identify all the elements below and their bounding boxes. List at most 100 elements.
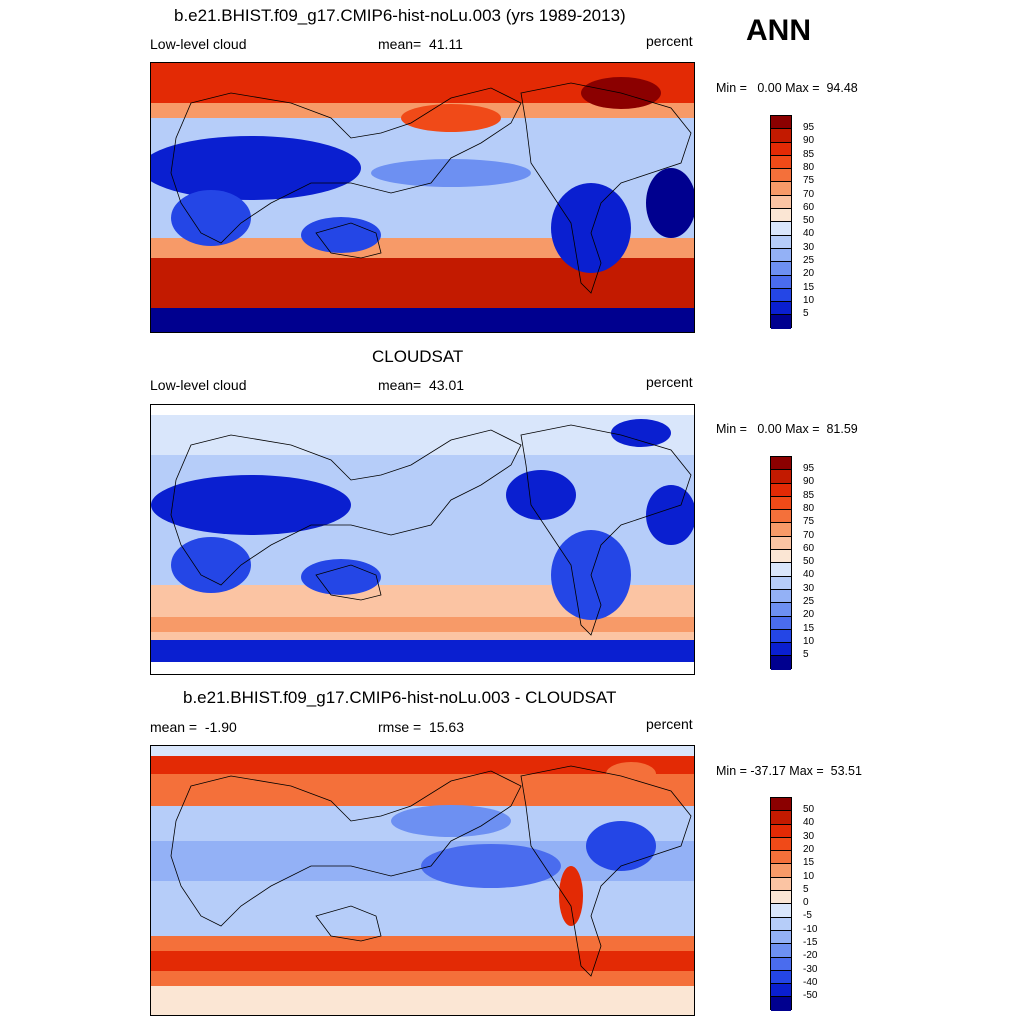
colorbar-tick: 5 xyxy=(803,883,809,895)
colorbar-cell xyxy=(771,510,791,524)
colorbar-tick: 5 xyxy=(803,308,809,320)
colorbar-tick: 5 xyxy=(803,649,809,661)
colorbar-cell xyxy=(771,129,791,143)
colorbar-cell xyxy=(771,643,791,657)
colorbar-cell xyxy=(771,470,791,484)
colorbar-cell xyxy=(771,798,791,812)
panel-mean-label: mean= 41.11 xyxy=(378,36,463,52)
colorbar-tick: -20 xyxy=(803,950,818,962)
colorbar-tick: 95 xyxy=(803,463,815,474)
colorbar-cell xyxy=(771,824,791,838)
colorbar-tick: 95 xyxy=(803,122,815,133)
colorbar-cell xyxy=(771,457,791,471)
panel-title: b.e21.BHIST.f09_g17.CMIP6-hist-noLu.003 … xyxy=(174,6,626,25)
colorbar-tick: 0 xyxy=(803,897,809,909)
colorbar-tick: 10 xyxy=(803,294,815,306)
colorbar-cell xyxy=(771,169,791,183)
colorbar-cell xyxy=(771,811,791,825)
colorbar-tick: -5 xyxy=(803,910,812,922)
colorbar-observation xyxy=(770,456,792,670)
colorbar-tick: -30 xyxy=(803,963,818,975)
panel-mean-label: mean = -1.90 xyxy=(150,719,237,735)
colorbar-tick: 60 xyxy=(803,201,815,213)
colorbar-tick: 15 xyxy=(803,857,815,869)
colorbar-tick: 15 xyxy=(803,281,815,293)
colorbar-cell xyxy=(771,248,791,263)
colorbar-cell xyxy=(771,116,791,130)
panel-title: CLOUDSAT xyxy=(372,347,464,366)
colorbar-cell xyxy=(771,302,791,316)
colorbar-tick: 20 xyxy=(803,268,815,280)
colorbar-tick: 40 xyxy=(803,228,815,240)
colorbar-cell xyxy=(771,891,791,905)
colorbar-tick: 20 xyxy=(803,609,815,621)
panel-units-label: percent xyxy=(646,374,693,390)
colorbar-difference xyxy=(770,797,792,1011)
colorbar-tick: 50 xyxy=(803,556,815,568)
colorbar-tick: 90 xyxy=(803,476,815,488)
colorbar-tick: -50 xyxy=(803,990,818,1002)
colorbar-cell xyxy=(771,603,791,617)
colorbar-cell xyxy=(771,970,791,985)
map-difference xyxy=(150,745,695,1016)
panel-units-label: percent xyxy=(646,33,693,49)
colorbar-cell xyxy=(771,957,791,971)
colorbar-tick: 90 xyxy=(803,135,815,147)
colorbar-cell xyxy=(771,851,791,865)
season-label: ANN xyxy=(746,14,811,47)
panel-title: b.e21.BHIST.f09_g17.CMIP6-hist-noLu.003 … xyxy=(183,688,617,707)
colorbar-cell xyxy=(771,142,791,156)
colorbar-cell xyxy=(771,315,791,329)
colorbar-tick: 85 xyxy=(803,489,815,501)
colorbar-cell xyxy=(771,589,791,604)
colorbar-cell xyxy=(771,536,791,551)
colorbar-tick: 30 xyxy=(803,582,815,594)
colorbar-tick: -40 xyxy=(803,976,818,988)
colorbar-cell xyxy=(771,984,791,998)
colorbar-tick: 30 xyxy=(803,830,815,842)
colorbar-cell xyxy=(771,917,791,931)
colorbar-cell xyxy=(771,656,791,670)
panel-left-label: Low-level cloud xyxy=(150,377,247,393)
colorbar-tick: 75 xyxy=(803,175,815,187)
colorbar-tick: 10 xyxy=(803,635,815,647)
colorbar-cell xyxy=(771,155,791,170)
colorbar-cell xyxy=(771,930,791,945)
colorbar-tick: 30 xyxy=(803,241,815,253)
colorbar-cell xyxy=(771,563,791,577)
colorbar-cell xyxy=(771,944,791,958)
colorbar-cell xyxy=(771,222,791,236)
map-model-lowcloud xyxy=(150,62,695,333)
colorbar-cell xyxy=(771,523,791,537)
colorbar-tick: -15 xyxy=(803,937,818,948)
colorbar-cell xyxy=(771,496,791,511)
colorbar-tick: 60 xyxy=(803,542,815,554)
colorbar-cell xyxy=(771,235,791,249)
colorbar-cell xyxy=(771,837,791,852)
colorbar-cell xyxy=(771,616,791,630)
panel-minmax: Min = 0.00 Max = 81.59 xyxy=(716,422,858,436)
colorbar-tick: 80 xyxy=(803,161,815,173)
colorbar-cell xyxy=(771,195,791,210)
colorbar-tick: 50 xyxy=(803,804,815,815)
colorbar-cell xyxy=(771,483,791,497)
colorbar-tick: 40 xyxy=(803,817,815,829)
colorbar-tick: 20 xyxy=(803,843,815,855)
panel-units-label: percent xyxy=(646,716,693,732)
colorbar-tick: 80 xyxy=(803,502,815,514)
colorbar-tick: 50 xyxy=(803,215,815,227)
colorbar-tick: 40 xyxy=(803,569,815,581)
panel-mean-label: mean= 43.01 xyxy=(378,377,465,393)
colorbar-cell xyxy=(771,904,791,918)
colorbar-tick: -10 xyxy=(803,923,818,935)
panel-minmax: Min = -37.17 Max = 53.51 xyxy=(716,764,862,778)
colorbar-cell xyxy=(771,275,791,289)
colorbar-cell xyxy=(771,629,791,644)
panel-left-label: Low-level cloud xyxy=(150,36,247,52)
colorbar-tick: 75 xyxy=(803,516,815,528)
colorbar-cell xyxy=(771,182,791,196)
colorbar-cell xyxy=(771,997,791,1011)
colorbar-model xyxy=(770,115,792,329)
colorbar-cell xyxy=(771,288,791,303)
colorbar-tick: 15 xyxy=(803,622,815,634)
